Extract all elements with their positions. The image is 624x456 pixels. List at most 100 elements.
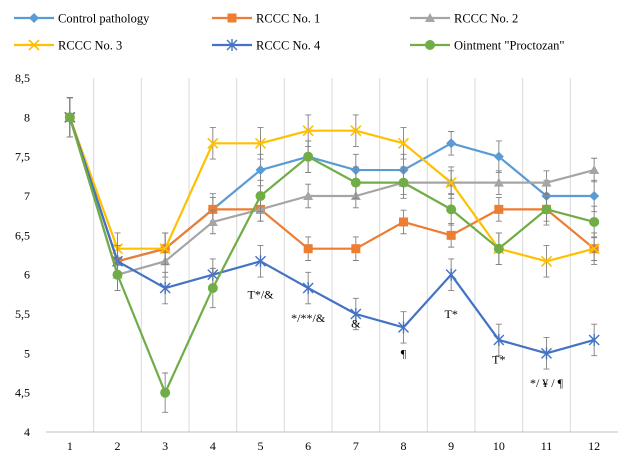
legend-label: RCCC No. 4 [256,39,321,53]
data-point [588,243,600,255]
data-point [493,151,504,162]
data-point [255,191,266,201]
y-tick-label: 5 [24,346,30,360]
series-6 [64,97,600,413]
data-point [226,39,238,51]
x-tick-label: 3 [162,439,168,453]
data-point [446,204,457,215]
data-point [445,177,457,189]
data-point [540,255,553,267]
data-point [303,191,314,200]
x-tick-label: 9 [448,439,454,453]
data-point [302,125,314,137]
y-tick-label: 8,5 [15,71,30,85]
annotation-label: T* [444,307,457,321]
data-point [255,165,266,176]
x-tick-label: 12 [588,439,600,453]
legend-label: Ointment "Proctozan" [454,39,565,53]
legend-item: RCCC No. 4 [212,39,321,53]
x-tick-label: 4 [210,439,216,453]
data-point [207,216,218,226]
data-point [254,137,267,149]
data-point [207,283,218,294]
data-point [350,308,362,320]
annotation-label: ¶ [401,346,407,360]
data-point [446,138,457,149]
data-point [589,191,600,201]
x-tick-label: 1 [67,439,73,453]
x-tick-label: 10 [493,439,505,453]
data-point [493,243,504,254]
legend-label: RCCC No. 3 [58,39,122,53]
data-point [398,177,409,188]
y-tick-label: 6 [24,268,30,282]
x-tick-label: 8 [401,439,407,453]
x-tick-label: 5 [258,439,264,453]
annotation-label: T*/& [248,287,275,301]
data-point [350,125,362,137]
data-point [493,333,505,346]
data-point [398,321,409,334]
data-point [302,282,314,295]
y-tick-label: 8 [24,110,30,124]
annotation-label: & [351,316,361,330]
data-point [399,217,408,227]
series-line [68,117,595,276]
data-point [493,177,504,187]
data-point [159,243,171,255]
legend-label: Control pathology [58,12,150,26]
data-point [159,282,171,295]
data-point [64,112,75,123]
data-point [303,151,314,162]
data-point [29,13,39,23]
series-line [68,116,595,263]
data-point [350,177,361,188]
y-tick-label: 7 [24,189,30,203]
data-point [446,230,456,240]
series-group [64,97,600,413]
x-tick-label: 7 [353,439,359,453]
legend-item: RCCC No. 3 [14,39,122,53]
y-tick-label: 4 [24,425,30,439]
series-line [68,117,595,394]
annotation-label: T* [492,353,505,367]
y-tick-label: 6,5 [15,228,30,242]
data-point [425,13,435,22]
data-point [541,347,552,360]
series-line [68,116,595,263]
data-point [112,269,123,280]
data-point [425,40,435,50]
legend-item: Ointment "Proctozan" [410,39,565,53]
y-tick-label: 7,5 [15,150,30,164]
series-line [68,116,595,355]
x-tick-label: 6 [305,439,311,453]
y-tick-label: 4,5 [15,386,30,400]
data-point [588,333,600,346]
data-point [541,177,552,187]
legend-item: Control pathology [14,12,150,26]
x-tick-label: 2 [115,439,121,453]
data-point [494,204,504,214]
data-point [303,244,313,254]
data-point [160,387,171,398]
data-point [541,204,552,215]
data-point [397,137,410,149]
legend: Control pathology RCCC No. 1 RCCC No. 2 RCC… [14,12,565,53]
legend-item: RCCC No. 2 [410,12,518,26]
annotation-label: */ ¥ / ¶ [530,376,564,390]
data-point [351,244,361,254]
legend-label: RCCC No. 2 [454,12,518,26]
data-point [28,39,40,51]
legend-item: RCCC No. 1 [212,12,320,26]
x-tick-label: 11 [541,439,553,453]
data-point [207,137,219,149]
legend-label: RCCC No. 1 [256,12,320,26]
y-tick-label: 5,5 [15,307,30,321]
data-point [208,204,218,214]
data-point [589,216,600,227]
data-point [227,13,237,23]
y-axis-ticks: 4 4,5 5 5,5 6 6,5 7 7,5 8 8,5 [15,71,30,439]
data-point [255,255,266,268]
data-point [445,268,457,281]
